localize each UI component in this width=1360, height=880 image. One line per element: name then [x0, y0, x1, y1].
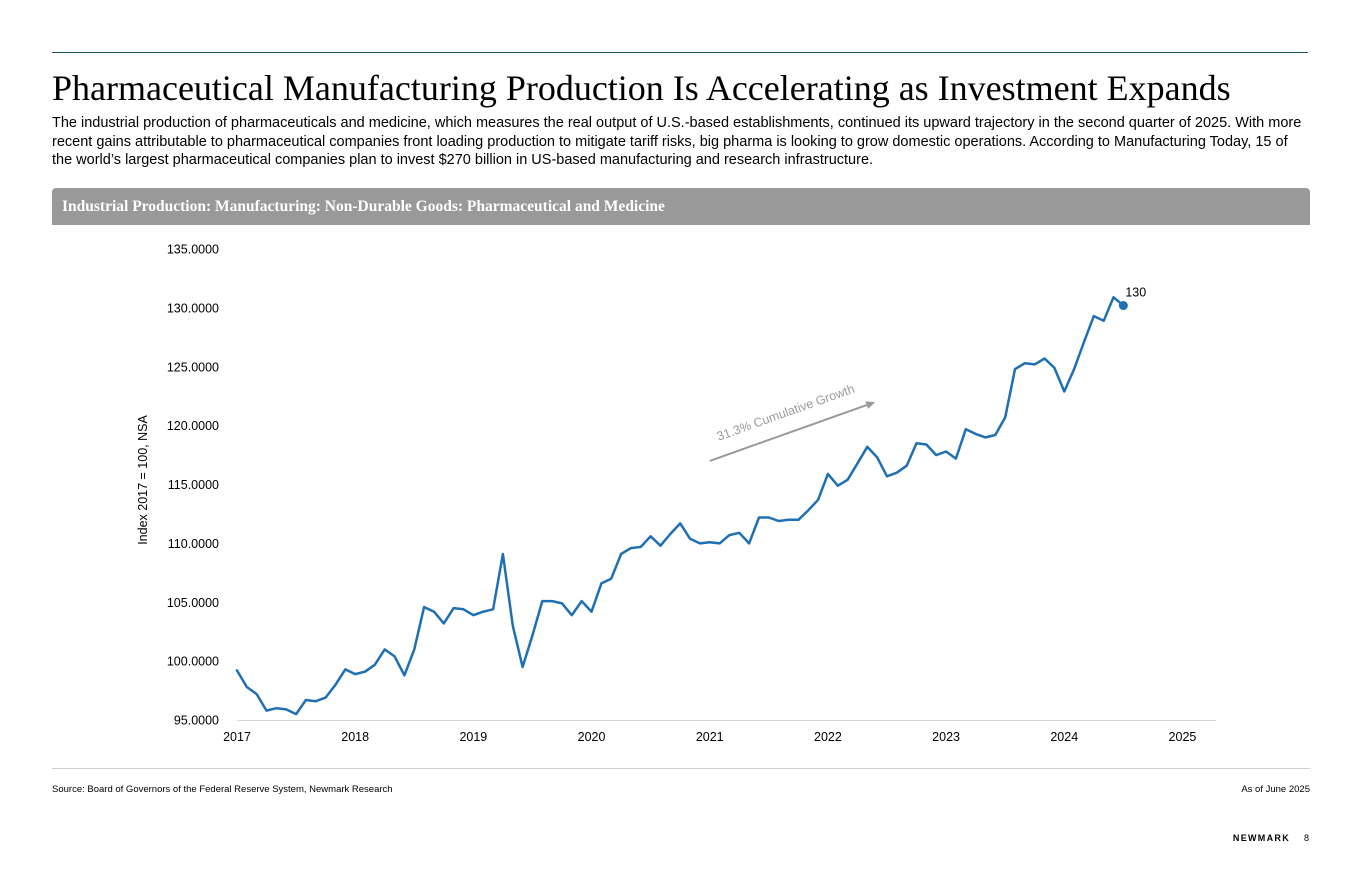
x-tick-label: 2021	[696, 730, 724, 744]
y-tick-label: 135.0000	[167, 243, 219, 257]
y-tick-label: 120.0000	[167, 419, 219, 433]
top-rule	[52, 52, 1308, 53]
x-tick-label: 2020	[578, 730, 606, 744]
last-data-point	[1118, 301, 1128, 311]
growth-arrow-head	[865, 401, 876, 409]
growth-arrow	[709, 404, 868, 462]
growth-annotation: 31.3% Cumulative Growth	[709, 382, 876, 462]
x-tick-label: 2024	[1050, 730, 1078, 744]
brand-logo: NEWMARK	[1232, 833, 1290, 843]
source-note: Source: Board of Governors of the Federa…	[52, 784, 393, 795]
y-tick-label: 110.0000	[168, 537, 219, 551]
x-tick-label: 2018	[341, 730, 369, 744]
line-chart: Index 2017 = 100, NSA 31.3% Cumulative G…	[136, 243, 1216, 744]
chart-title: Industrial Production: Manufacturing: No…	[62, 198, 665, 215]
page-title: Pharmaceutical Manufacturing Production …	[52, 68, 1231, 108]
x-tick-label: 2019	[459, 730, 487, 744]
intro-paragraph: The industrial production of pharmaceuti…	[52, 115, 1302, 168]
chart-title-bar: Industrial Production: Manufacturing: No…	[52, 188, 1310, 225]
y-tick-label: 95.0000	[174, 714, 219, 728]
y-tick-label: 100.0000	[167, 655, 219, 669]
x-tick-label: 2025	[1169, 730, 1197, 744]
y-tick-label: 115.0000	[168, 478, 219, 492]
x-tick-label: 2022	[814, 730, 842, 744]
y-axis-label: Index 2017 = 100, NSA	[136, 415, 150, 545]
x-tick-label: 2023	[932, 730, 960, 744]
y-tick-label: 130.0000	[167, 301, 219, 315]
as-of-date: As of June 2025	[1241, 784, 1310, 795]
y-tick-label: 105.0000	[167, 596, 219, 610]
bottom-rule	[52, 768, 1310, 769]
page-number: 8	[1303, 833, 1309, 843]
data-line	[235, 296, 1125, 716]
y-tick-label: 125.0000	[167, 360, 219, 374]
x-tick-label: 2017	[223, 730, 251, 744]
last-value-label: 130	[1125, 286, 1146, 300]
